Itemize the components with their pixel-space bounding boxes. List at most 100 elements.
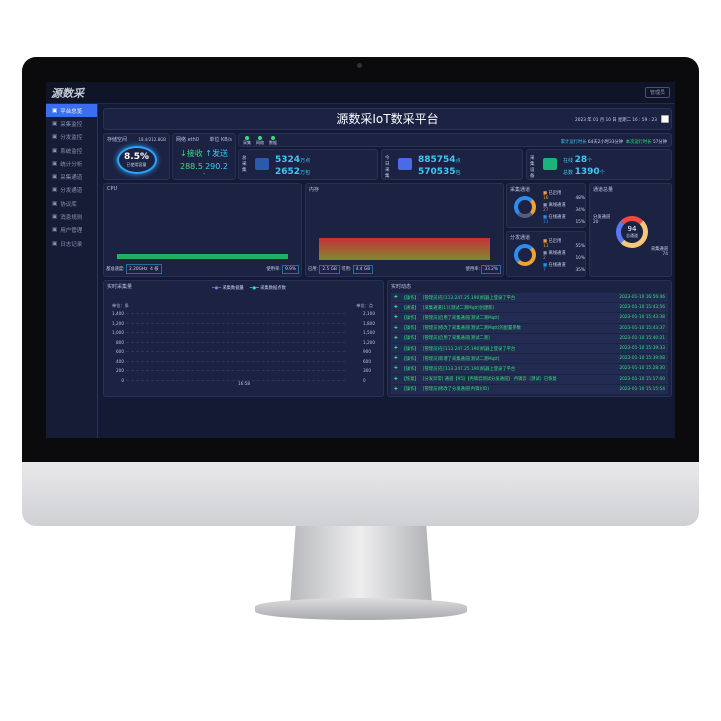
storage-gauge: 8.5% 已使用容量	[116, 146, 157, 174]
log-row[interactable]: ✚ 【操作】 [管理员]在[113.247.25.190]机器上登录了平台 2023-…	[391, 343, 668, 354]
database-icon	[255, 158, 269, 170]
plus-icon: ✚	[394, 315, 398, 321]
channel-stat: ■ 离线通道 27 34%	[543, 203, 585, 213]
memory-avail: 4.4 GB	[352, 265, 374, 274]
menu-icon: ▣	[52, 200, 58, 207]
right-unit: 单位：点	[356, 303, 373, 308]
sidebar-item[interactable]: ▣ 采集监控	[46, 117, 97, 130]
grid-line	[126, 351, 345, 352]
grid-line	[126, 313, 345, 314]
sidebar-item[interactable]: ▣ 消息规则	[46, 210, 97, 223]
plus-icon: ✚	[394, 295, 398, 301]
sidebar-item[interactable]: ▣ 协议库	[46, 197, 97, 210]
legend-item[interactable]: ━●━ 采集数据点数	[249, 286, 286, 291]
cpu-label: CPU	[107, 186, 118, 192]
realtime-chart-panel: 实时采集量 ━●━ 采集数据量 ━●━ 采集数据点数 单位：条 单位：点 1,4…	[103, 280, 384, 397]
sidebar-item[interactable]: ▣ 用户管理	[46, 224, 97, 237]
right-tick: 1,500	[363, 330, 375, 335]
collect-callout: 采集通道 74	[650, 247, 668, 257]
sidebar-item[interactable]: ▣ 系统监控	[46, 144, 97, 157]
left-tick: 1,200	[112, 320, 124, 326]
storage-label: 存储空间	[107, 137, 128, 143]
legend-item[interactable]: ━●━ 采集数据量	[212, 286, 244, 291]
sidebar-item-label: 协议库	[60, 201, 77, 208]
log-row[interactable]: ✚ 【操作】 [管理员]在[113.247.25.190]机器上登录了平台 2023-…	[391, 364, 668, 374]
grid-line	[126, 370, 345, 371]
plus-icon: ✚	[394, 386, 398, 392]
receive-value: 288.5	[180, 162, 203, 171]
memory-panel: 内存 已用: 2.5 GB 可用: 4.4 GB 使用率: 33.2%	[305, 183, 504, 277]
sidebar-item[interactable]: ▣ 日志记录	[46, 237, 97, 250]
log-row[interactable]: ✚ 【通道】 [采集通道[1]:[测试二测Mqtt]创建新] 2023-01-10 1…	[391, 303, 668, 313]
storage-sub: 已使用容量	[126, 162, 147, 167]
camera	[357, 63, 362, 68]
plus-icon: ✚	[394, 305, 398, 311]
cpu-area	[117, 254, 288, 259]
right-tick: 300	[363, 368, 371, 373]
sidebar-item[interactable]: ▣ 分发通道	[46, 184, 97, 197]
sidebar-item[interactable]: ▣ 平台总览	[46, 104, 97, 118]
dist-donut	[514, 244, 536, 266]
left-tick: 400	[116, 358, 124, 364]
today-points: 885754	[418, 155, 456, 165]
log-row[interactable]: ✚ 【恢复】 [分发异常] 通道【95】【冉镐云测试分发通道】 冉镐云（测试）已恢复…	[391, 374, 668, 384]
right-tick: 600	[363, 358, 371, 364]
channel-stat: ■ 已启用 16 48%	[543, 191, 585, 201]
page-title: 源数采IoT数采平台	[336, 112, 439, 126]
channel-stat: ■ 离线通道 2 10%	[543, 251, 585, 261]
sidebar-item-label: 统计分析	[60, 161, 83, 168]
today-packets: 570535	[418, 167, 456, 177]
plus-icon: ✚	[394, 356, 398, 362]
menu-icon: ▣	[52, 187, 58, 194]
plus-icon: ✚	[394, 346, 398, 352]
storage-value: 18.4/212.8GB	[138, 137, 166, 142]
today-icon	[398, 158, 412, 170]
chart-legend: ━●━ 采集数据量 ━●━ 采集数据点数	[212, 285, 286, 291]
channel-stat: ■ 在线通道 11 15%	[543, 215, 585, 225]
admin-button[interactable]: 管理员	[644, 87, 670, 98]
log-row[interactable]: ✚ 【操作】 [管理员]启用了采集通道[测试二测Mqtt] 2023-01-10 15…	[391, 313, 668, 323]
sidebar-item-label: 分发通道	[60, 188, 83, 195]
channel-total-sub: 总通道	[626, 233, 638, 238]
cpu-panel: CPU 基准速度: 2.20GHz 4 核 使用率: 9.9%	[103, 183, 302, 277]
log-row[interactable]: ✚ 【操作】 [管理员]在[113.247.25.190]机器上登录了平台 2023-…	[391, 293, 668, 303]
cpu-cores: 4 核	[150, 267, 159, 272]
devices-total: 1390	[574, 167, 600, 177]
status-dot	[245, 136, 249, 140]
today-collect-panel: 今日采集 885754点 570535包	[381, 149, 523, 180]
sidebar-item-label: 采集通道	[60, 175, 83, 182]
header-panel: 源数采IoT数采平台 2023 年 01 月 10 日 星期二 16 : 59 …	[103, 108, 672, 130]
left-tick: 600	[116, 349, 124, 354]
log-row[interactable]: ✚ 【操作】 [管理员]启用了采集通道[测试二测] 2023-01-10 15:40:…	[391, 333, 668, 343]
dashboard-screen: 源数采 管理员 ▣ 平台总览 ▣ 采集监控 ▣ 分发监控 ▣ 系统监控 ▣ 统计分析 ▣ 采集通道 ▣ 分…	[46, 82, 675, 438]
monitor-stand	[290, 526, 432, 604]
status-dot	[258, 136, 262, 140]
menu-icon: ▣	[52, 174, 58, 181]
sidebar-item-label: 分发监控	[60, 135, 83, 142]
dist-channels-panel: 分发通道 ■ 已启用 11 55% ■ 离线通道 2 10% ■ 在线通道 7 35%	[506, 231, 586, 277]
log-row[interactable]: ✚ 【操作】 [管理员]新增了采集通道[测试二测Mqtt] 2023-01-10 15…	[391, 354, 668, 364]
channel-total-label: 通道总量	[593, 187, 614, 193]
status-dot	[271, 136, 275, 140]
grid-line	[126, 379, 345, 381]
runtime: 累计运行时长 64天2小时33分钟 本次运行时长 57分钟	[560, 140, 667, 145]
memory-area	[319, 238, 490, 260]
plus-icon: ✚	[394, 376, 398, 382]
menu-icon: ▣	[52, 134, 58, 141]
log-row[interactable]: ✚ 【操作】 [管理员]修改了分发通道[冉镐](ID) 2023-01-10 15:1…	[391, 384, 668, 394]
sidebar-item[interactable]: ▣ 采集通道	[46, 170, 97, 183]
plus-icon: ✚	[394, 366, 398, 372]
sidebar-item[interactable]: ▣ 统计分析	[46, 157, 97, 170]
left-unit: 单位：条	[112, 303, 129, 308]
menu-icon: ▣	[52, 214, 58, 221]
fullscreen-icon[interactable]	[661, 115, 669, 123]
dist-channels-label: 分发通道	[510, 235, 531, 241]
devices-label: 采集设备	[530, 156, 535, 179]
cpu-usage: 9.9%	[282, 265, 299, 274]
log-row[interactable]: ✚ 【操作】 [管理员]修改了采集通道[测试二测Mqtt]的配置参数 2023-01-…	[391, 323, 668, 333]
channel-stat: ■ 在线通道 7 35%	[543, 263, 585, 273]
sidebar-item[interactable]: ▣ 分发监控	[46, 131, 97, 144]
left-tick: 1,000	[112, 330, 124, 335]
status-indicator: 网络	[256, 136, 264, 146]
x-tick: 16:58	[238, 381, 251, 386]
